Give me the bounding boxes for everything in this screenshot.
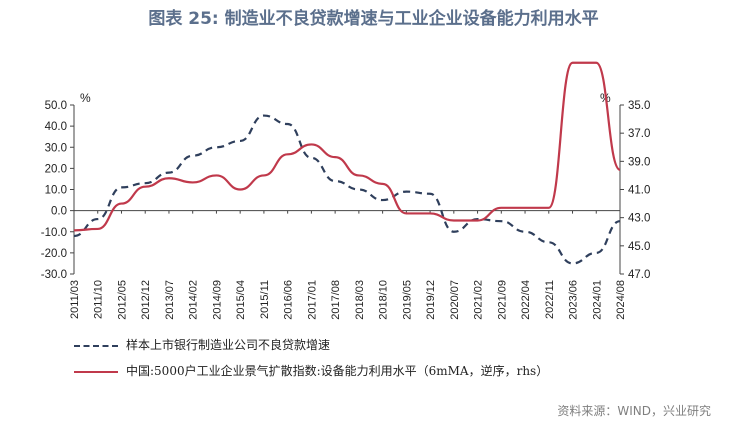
x-tick-label: 2012/05 [116, 280, 128, 320]
x-tick-label: 2012/12 [140, 280, 152, 320]
x-tick-label: 2024/08 [615, 280, 627, 320]
x-tick-label: 2018/10 [378, 280, 390, 320]
x-tick-label: 2019/12 [425, 280, 437, 320]
x-tick-label: 2024/01 [591, 280, 603, 320]
x-tick-label: 2020/07 [449, 280, 461, 320]
left-tick-label: 0.0 [51, 206, 67, 218]
series-npl-growth-line [73, 114, 621, 265]
legend-item-capacity: 中国:5000户工业企业景气扩散指数:设备能力利用水平（6mMA，逆序，rhs） [74, 362, 548, 379]
x-tick-label: 2015/11 [259, 280, 271, 319]
x-tick-label: 2016/06 [283, 280, 295, 320]
right-tick-label: 47.0 [628, 269, 650, 281]
left-tick-label: 40.0 [45, 121, 67, 133]
legend-label-npl: 样本上市银行制造业公司不良贷款增速 [126, 338, 331, 352]
x-tick-label: 2011/10 [93, 280, 105, 319]
legend-swatch-solid [74, 370, 118, 373]
x-axis: 2011/03 2011/10 2012/05 2012/12 2013/07 2014/… [69, 210, 627, 320]
chart-title: 图表 25: 制造业不良贷款增速与工业企业设备能力利用水平 [148, 9, 599, 29]
right-tick-label: 45.0 [628, 241, 650, 253]
x-tick-label: 2013/07 [164, 280, 176, 320]
x-tick-label: 2021/02 [473, 280, 485, 320]
source-note: 资料来源：WIND，兴业研究 [557, 404, 711, 418]
right-tick-label: 39.0 [628, 156, 650, 168]
legend-label-capacity: 中国:5000户工业企业景气扩散指数:设备能力利用水平（6mMA，逆序，rhs） [126, 364, 549, 378]
left-tick-label: 30.0 [45, 142, 67, 154]
x-tick-label: 2014/09 [211, 280, 223, 320]
left-tick-label: 20.0 [45, 163, 67, 175]
legend-swatch-dashed [74, 344, 118, 347]
x-tick-label: 2018/03 [354, 280, 366, 320]
series-capacity-utilization-line [73, 61, 622, 232]
x-tick-label: 2022/11 [544, 280, 556, 319]
x-tick-label: 2019/05 [401, 280, 413, 320]
x-tick-label: 2023/06 [568, 280, 580, 320]
left-tick-label: -10.0 [41, 227, 67, 239]
left-tick-label: 50.0 [45, 100, 67, 112]
right-tick-label: 37.0 [628, 128, 650, 140]
left-axis-unit: % [80, 91, 91, 105]
left-tick-label: -30.0 [41, 269, 67, 281]
x-tick-label: 2022/04 [520, 280, 532, 320]
x-tick-label: 2014/02 [188, 280, 200, 320]
left-axis: 50.0 40.0 30.0 20.0 10.0 0.0 -10.0 -20.0 -30.0% [41, 91, 91, 281]
x-tick-label: 2017/01 [306, 280, 318, 320]
right-tick-label: 41.0 [628, 185, 650, 197]
x-tick-label: 2011/03 [69, 280, 81, 319]
right-tick-label: 43.0 [628, 213, 650, 225]
series-layer [73, 61, 622, 265]
x-tick-label: 2017/08 [330, 280, 342, 320]
right-tick-label: 35.0 [628, 100, 650, 112]
legend-item-npl: 样本上市银行制造业公司不良贷款增速 [74, 336, 330, 353]
left-tick-label: 10.0 [45, 185, 67, 197]
left-tick-label: -20.0 [41, 248, 67, 260]
x-tick-label: 2021/09 [496, 280, 508, 320]
x-tick-label: 2015/04 [235, 280, 247, 320]
